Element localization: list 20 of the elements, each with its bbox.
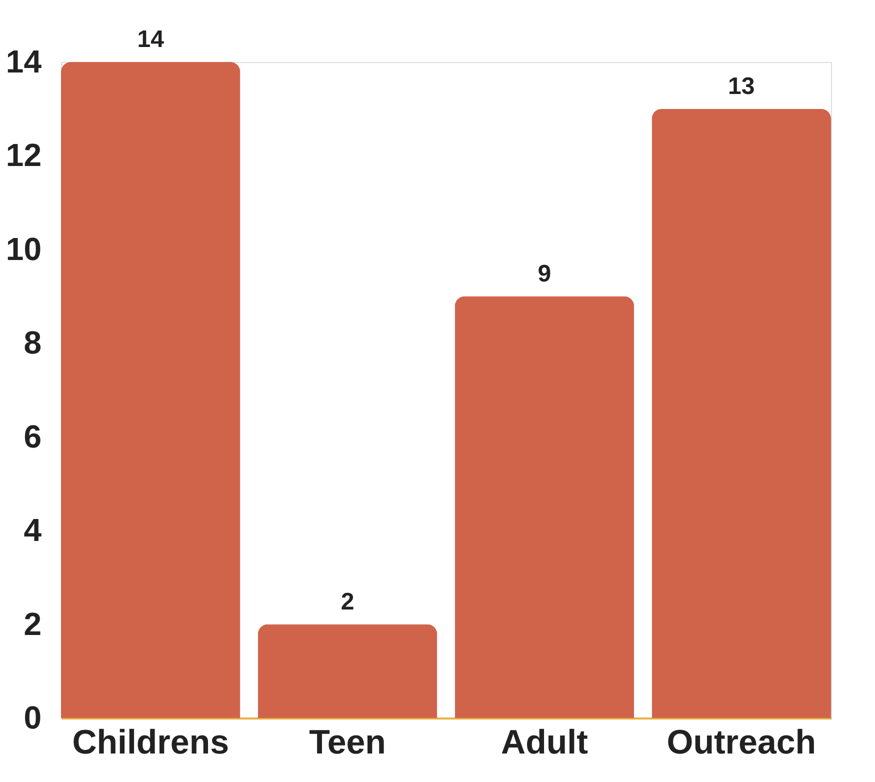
data-label: 14 [137, 26, 165, 53]
y-tick-label: 8 [24, 324, 42, 361]
bar [652, 108, 831, 718]
y-tick-label: 4 [24, 512, 42, 548]
y-tick-label: 6 [24, 418, 42, 454]
bar [61, 62, 240, 718]
y-tick-label: 14 [6, 44, 42, 80]
data-label: 2 [340, 588, 354, 616]
y-tick-label: 0 [24, 700, 42, 736]
x-tick-label: Teen [309, 724, 386, 762]
data-label: 13 [728, 72, 755, 100]
bar [258, 624, 438, 718]
y-tick-label: 12 [6, 137, 42, 174]
bar [454, 296, 634, 718]
y-tick-label: 2 [24, 606, 42, 642]
y-tick-label: 10 [6, 230, 42, 267]
x-tick-label: Childrens [72, 724, 230, 762]
x-tick-label: Adult [501, 724, 588, 762]
x-tick-label: Outreach [666, 724, 816, 762]
data-label: 9 [538, 260, 552, 288]
